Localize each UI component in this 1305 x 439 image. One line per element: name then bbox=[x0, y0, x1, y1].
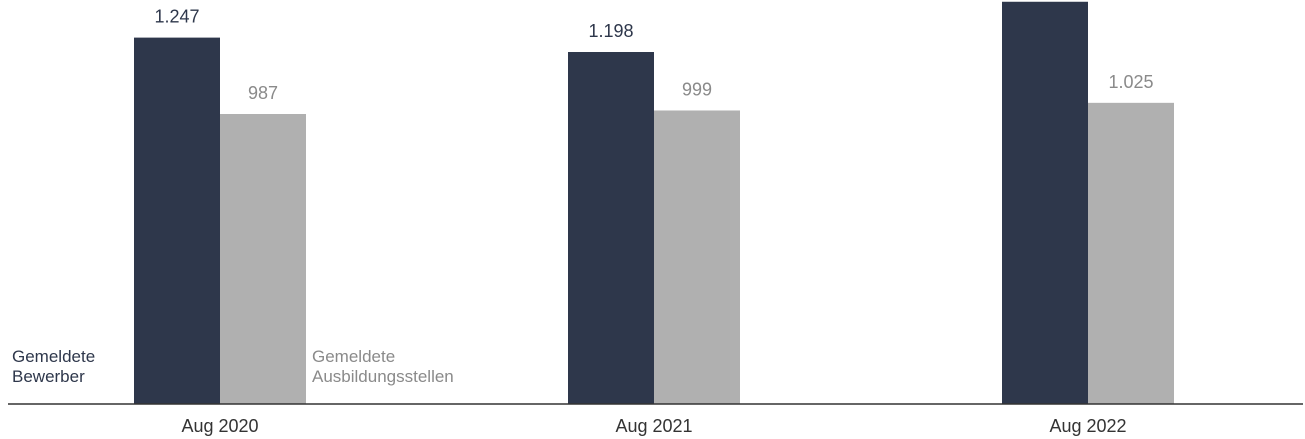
value-label-ausbildungsstellen-2: 1.025 bbox=[1108, 72, 1153, 92]
category-label-0: Aug 2020 bbox=[181, 416, 258, 436]
series-label-bewerber-line-1: Bewerber bbox=[12, 367, 85, 386]
bar-ausbildungsstellen-0 bbox=[220, 114, 306, 404]
category-label-1: Aug 2021 bbox=[615, 416, 692, 436]
value-label-ausbildungsstellen-0: 987 bbox=[248, 83, 278, 103]
value-label-ausbildungsstellen-1: 999 bbox=[682, 79, 712, 99]
bar-bewerber-0 bbox=[134, 37, 220, 404]
category-labels-group: Aug 2020 Aug 2021 Aug 2022 bbox=[181, 416, 1126, 436]
series-labels-group: GemeldeteBewerberGemeldeteAusbildungsste… bbox=[12, 347, 454, 386]
bar-bewerber-2 bbox=[1002, 1, 1088, 405]
series-label-ausbildungsstellen-line-1: Ausbildungsstellen bbox=[312, 367, 454, 386]
series-label-bewerber-line-0: Gemeldete bbox=[12, 347, 95, 366]
bar-bewerber-1 bbox=[568, 52, 654, 404]
bars-group bbox=[134, 1, 1174, 405]
value-label-bewerber-1: 1.198 bbox=[588, 21, 633, 41]
value-label-bewerber-0: 1.247 bbox=[154, 7, 199, 27]
bar-ausbildungsstellen-1 bbox=[654, 110, 740, 404]
series-label-ausbildungsstellen-line-0: Gemeldete bbox=[312, 347, 395, 366]
bar-ausbildungsstellen-2 bbox=[1088, 102, 1174, 404]
category-label-2: Aug 2022 bbox=[1049, 416, 1126, 436]
